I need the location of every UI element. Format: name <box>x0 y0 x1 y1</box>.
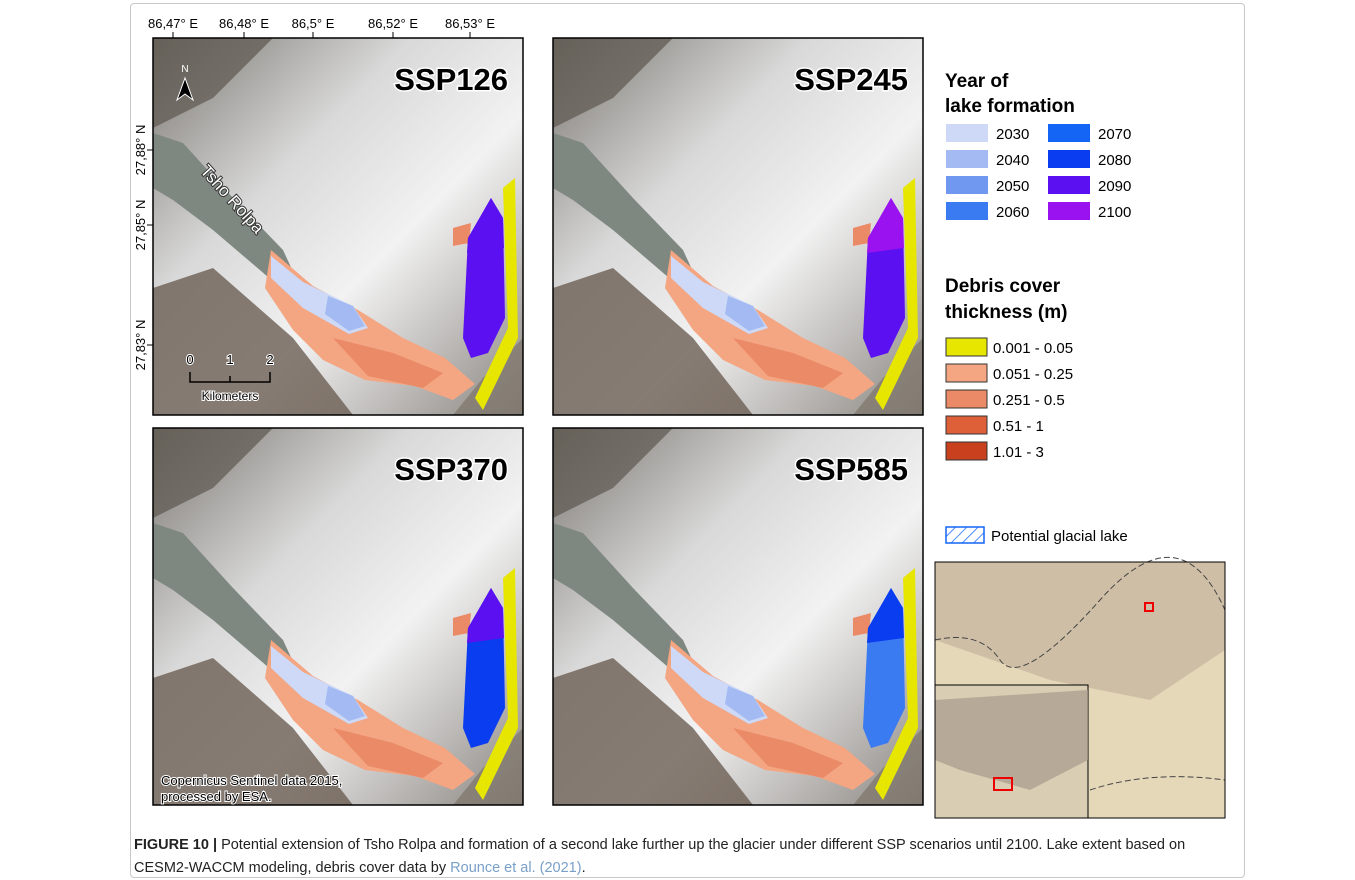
credit-text: Copernicus Sentinel data 2015, <box>161 773 342 788</box>
legend-label: 0.051 - 0.25 <box>993 366 1073 383</box>
legend-swatch <box>1048 202 1090 220</box>
legend-title: thickness (m) <box>945 302 1067 323</box>
legend-swatch <box>946 124 988 142</box>
legend-label: 2080 <box>1098 152 1131 169</box>
panel-title: SSP585 <box>794 452 908 487</box>
legend-title: lake formation <box>945 96 1075 117</box>
caption: FIGURE 10 | Potential extension of Tsho … <box>134 834 1224 880</box>
map-panel: SSP245 <box>553 38 923 415</box>
legend-swatch <box>946 202 988 220</box>
legend-label: 2100 <box>1098 204 1131 221</box>
legend-label: Potential glacial lake <box>991 528 1128 545</box>
figure: 86,47° E 86,48° E 86,5° E 86,52° E 86,53° E 2… <box>0 0 1355 830</box>
legend-swatch <box>946 416 987 434</box>
x-coord-label: 86,5° E <box>292 16 335 31</box>
legend-label: 1.01 - 3 <box>993 444 1044 461</box>
legend-swatch <box>1048 150 1090 168</box>
legend-label: 0.51 - 1 <box>993 418 1044 435</box>
credit-text: processed by ESA. <box>161 789 272 804</box>
y-coord-label: 27,88° N <box>133 125 148 176</box>
legend-swatch <box>946 364 987 382</box>
scale-tick-label: 2 <box>266 352 273 367</box>
panel-title: SSP370 <box>394 452 508 487</box>
legend-swatch <box>946 176 988 194</box>
panel-title: SSP126 <box>394 62 508 97</box>
legend-swatch <box>946 150 988 168</box>
x-coord-label: 86,47° E <box>148 16 198 31</box>
caption-link[interactable]: Rounce et al. (2021) <box>450 860 581 876</box>
y-coord-label: 27,85° N <box>133 200 148 251</box>
caption-end: . <box>582 860 586 876</box>
caption-label: FIGURE 10 | <box>134 837 217 853</box>
legend-label: 2030 <box>996 126 1029 143</box>
legend-title: Debris cover <box>945 276 1061 297</box>
panel-title: SSP245 <box>794 62 908 97</box>
x-coord-label: 86,53° E <box>445 16 495 31</box>
caption-text: Potential extension of Tsho Rolpa and fo… <box>134 837 1185 876</box>
inset-map <box>935 557 1225 818</box>
legend-label: 2060 <box>996 204 1029 221</box>
legend-label: 2070 <box>1098 126 1131 143</box>
legend-swatch <box>1048 176 1090 194</box>
legend-swatch <box>946 390 987 408</box>
legend-swatch <box>946 442 987 460</box>
legend-label: 2040 <box>996 152 1029 169</box>
y-coord-label: 27,83° N <box>133 320 148 371</box>
legend-label: 2090 <box>1098 178 1131 195</box>
scale-unit: Kilometers <box>202 389 259 403</box>
legend-label: 2050 <box>996 178 1029 195</box>
scale-tick-label: 1 <box>226 352 233 367</box>
legend-label: 0.001 - 0.05 <box>993 340 1073 357</box>
x-coord-label: 86,52° E <box>368 16 418 31</box>
legend-swatch <box>946 338 987 356</box>
legend-title: Year of <box>945 71 1009 92</box>
legend-label: 0.251 - 0.5 <box>993 392 1065 409</box>
page: 86,47° E 86,48° E 86,5° E 86,52° E 86,53° E 2… <box>0 0 1355 880</box>
x-coord-label: 86,48° E <box>219 16 269 31</box>
north-label: N <box>181 64 188 75</box>
map-panel: SSP370 Copernicus Sentinel data 2015,proc… <box>153 428 523 805</box>
map-panel: SSP585 <box>553 428 923 805</box>
legend-swatch <box>946 527 984 543</box>
scale-tick-label: 0 <box>186 352 193 367</box>
legend-swatch <box>1048 124 1090 142</box>
